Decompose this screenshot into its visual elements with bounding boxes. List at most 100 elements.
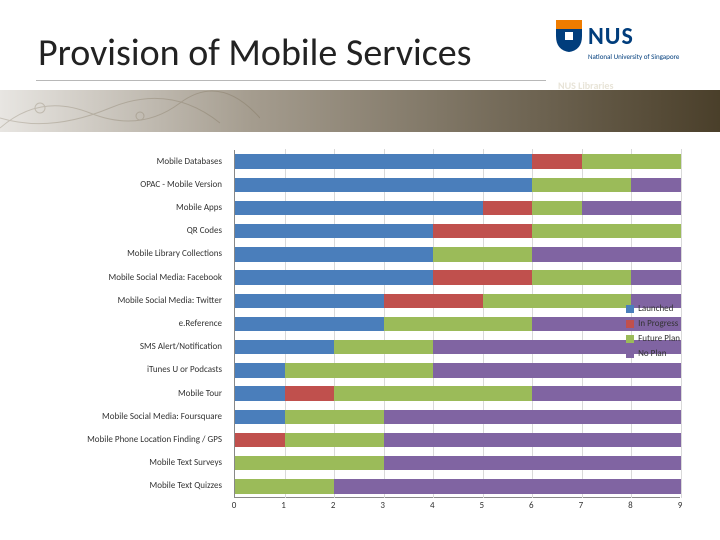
bar-segment: [384, 456, 681, 470]
bar-segment: [334, 386, 532, 400]
legend-item-futureplan: Future Plan: [626, 333, 680, 344]
category-label: Mobile Social Media: Foursquare: [48, 412, 228, 422]
bar-row: [235, 433, 681, 447]
category-label: QR Codes: [48, 226, 228, 236]
bar-segment: [235, 479, 334, 493]
bar-row: [235, 178, 681, 192]
bar-row: [235, 386, 681, 400]
bar-segment: [285, 363, 434, 377]
bar-segment: [235, 224, 433, 238]
bar-segment: [582, 154, 681, 168]
x-tick: 0: [232, 500, 237, 511]
bar-row: [235, 410, 681, 424]
bar-row: [235, 247, 681, 261]
bar-segment: [384, 317, 533, 331]
header-swirl-decor: [0, 88, 260, 134]
category-label: Mobile Databases: [48, 157, 228, 167]
x-tick: 8: [628, 500, 633, 511]
bar-segment: [235, 294, 384, 308]
bar-segment: [334, 340, 433, 354]
shield-icon: [554, 18, 584, 54]
category-label: Mobile Tour: [48, 389, 228, 399]
category-label: Mobile Text Quizzes: [48, 481, 228, 491]
category-label: Mobile Social Media: Twitter: [48, 296, 228, 306]
nus-logo: NUS National University of Singapore NUS…: [554, 18, 702, 90]
bar-segment: [631, 178, 681, 192]
category-label: Mobile Apps: [48, 203, 228, 213]
legend-label: Launched: [638, 303, 673, 314]
bar-row: [235, 270, 681, 284]
bar-segment: [235, 433, 285, 447]
bar-segment: [384, 433, 681, 447]
bar-row: [235, 294, 681, 308]
logo-text-nus: NUS: [588, 22, 634, 51]
x-tick: 4: [430, 500, 435, 511]
bar-segment: [384, 294, 483, 308]
bar-row: [235, 479, 681, 493]
gridline: [681, 149, 682, 498]
bar-segment: [532, 386, 681, 400]
bar-segment: [532, 201, 582, 215]
x-tick: 5: [479, 500, 484, 511]
category-label: Mobile Phone Location Finding / GPS: [48, 435, 228, 445]
x-tick: 1: [281, 500, 286, 511]
bar-segment: [433, 247, 532, 261]
bar-segment: [235, 317, 384, 331]
bar-row: [235, 340, 681, 354]
bar-segment: [235, 247, 433, 261]
bar-segment: [631, 270, 681, 284]
category-label: iTunes U or Podcasts: [48, 365, 228, 375]
bar-segment: [532, 178, 631, 192]
x-tick: 9: [678, 500, 683, 511]
bar-segment: [582, 201, 681, 215]
bar-row: [235, 363, 681, 377]
legend-item-noplan: No Plan: [626, 348, 680, 359]
legend-label: In Progress: [638, 318, 678, 329]
category-label: OPAC - Mobile Version: [48, 180, 228, 190]
bar-segment: [285, 433, 384, 447]
page-title: Provision of Mobile Services: [38, 30, 472, 76]
legend-item-launched: Launched: [626, 303, 680, 314]
bar-row: [235, 201, 681, 215]
bar-segment: [334, 479, 681, 493]
category-label: e.Reference: [48, 319, 228, 329]
bar-segment: [235, 456, 384, 470]
title-underline: [36, 80, 546, 81]
category-label: SMS Alert/Notification: [48, 342, 228, 352]
bar-segment: [235, 386, 285, 400]
logo-libraries: NUS Libraries: [558, 79, 613, 92]
bar-row: [235, 456, 681, 470]
bar-segment: [285, 386, 335, 400]
bar-segment: [235, 410, 285, 424]
bar-segment: [235, 270, 433, 284]
chart-legend: Launched In Progress Future Plan No Plan: [626, 303, 680, 363]
bar-segment: [532, 270, 631, 284]
bar-segment: [235, 201, 483, 215]
legend-item-inprogress: In Progress: [626, 318, 680, 329]
bar-row: [235, 317, 681, 331]
bar-segment: [483, 201, 533, 215]
bar-segment: [235, 363, 285, 377]
x-tick: 6: [529, 500, 534, 511]
category-label: Mobile Library Collections: [48, 249, 228, 259]
category-label: Mobile Social Media: Facebook: [48, 273, 228, 283]
legend-label: No Plan: [638, 348, 666, 359]
bar-segment: [483, 294, 632, 308]
bar-row: [235, 224, 681, 238]
bar-segment: [235, 154, 532, 168]
x-tick: 2: [331, 500, 336, 511]
bar-segment: [532, 247, 681, 261]
bar-segment: [433, 224, 532, 238]
provision-chart: Launched In Progress Future Plan No Plan…: [48, 150, 680, 520]
x-tick: 3: [380, 500, 385, 511]
bar-segment: [433, 363, 681, 377]
bar-segment: [235, 340, 334, 354]
logo-subtext: National University of Singapore: [588, 52, 679, 61]
bar-segment: [532, 224, 681, 238]
bar-segment: [285, 410, 384, 424]
bar-segment: [235, 178, 532, 192]
bar-segment: [433, 270, 532, 284]
x-tick: 7: [579, 500, 584, 511]
bar-row: [235, 154, 681, 168]
chart-plot-area: [234, 150, 680, 498]
